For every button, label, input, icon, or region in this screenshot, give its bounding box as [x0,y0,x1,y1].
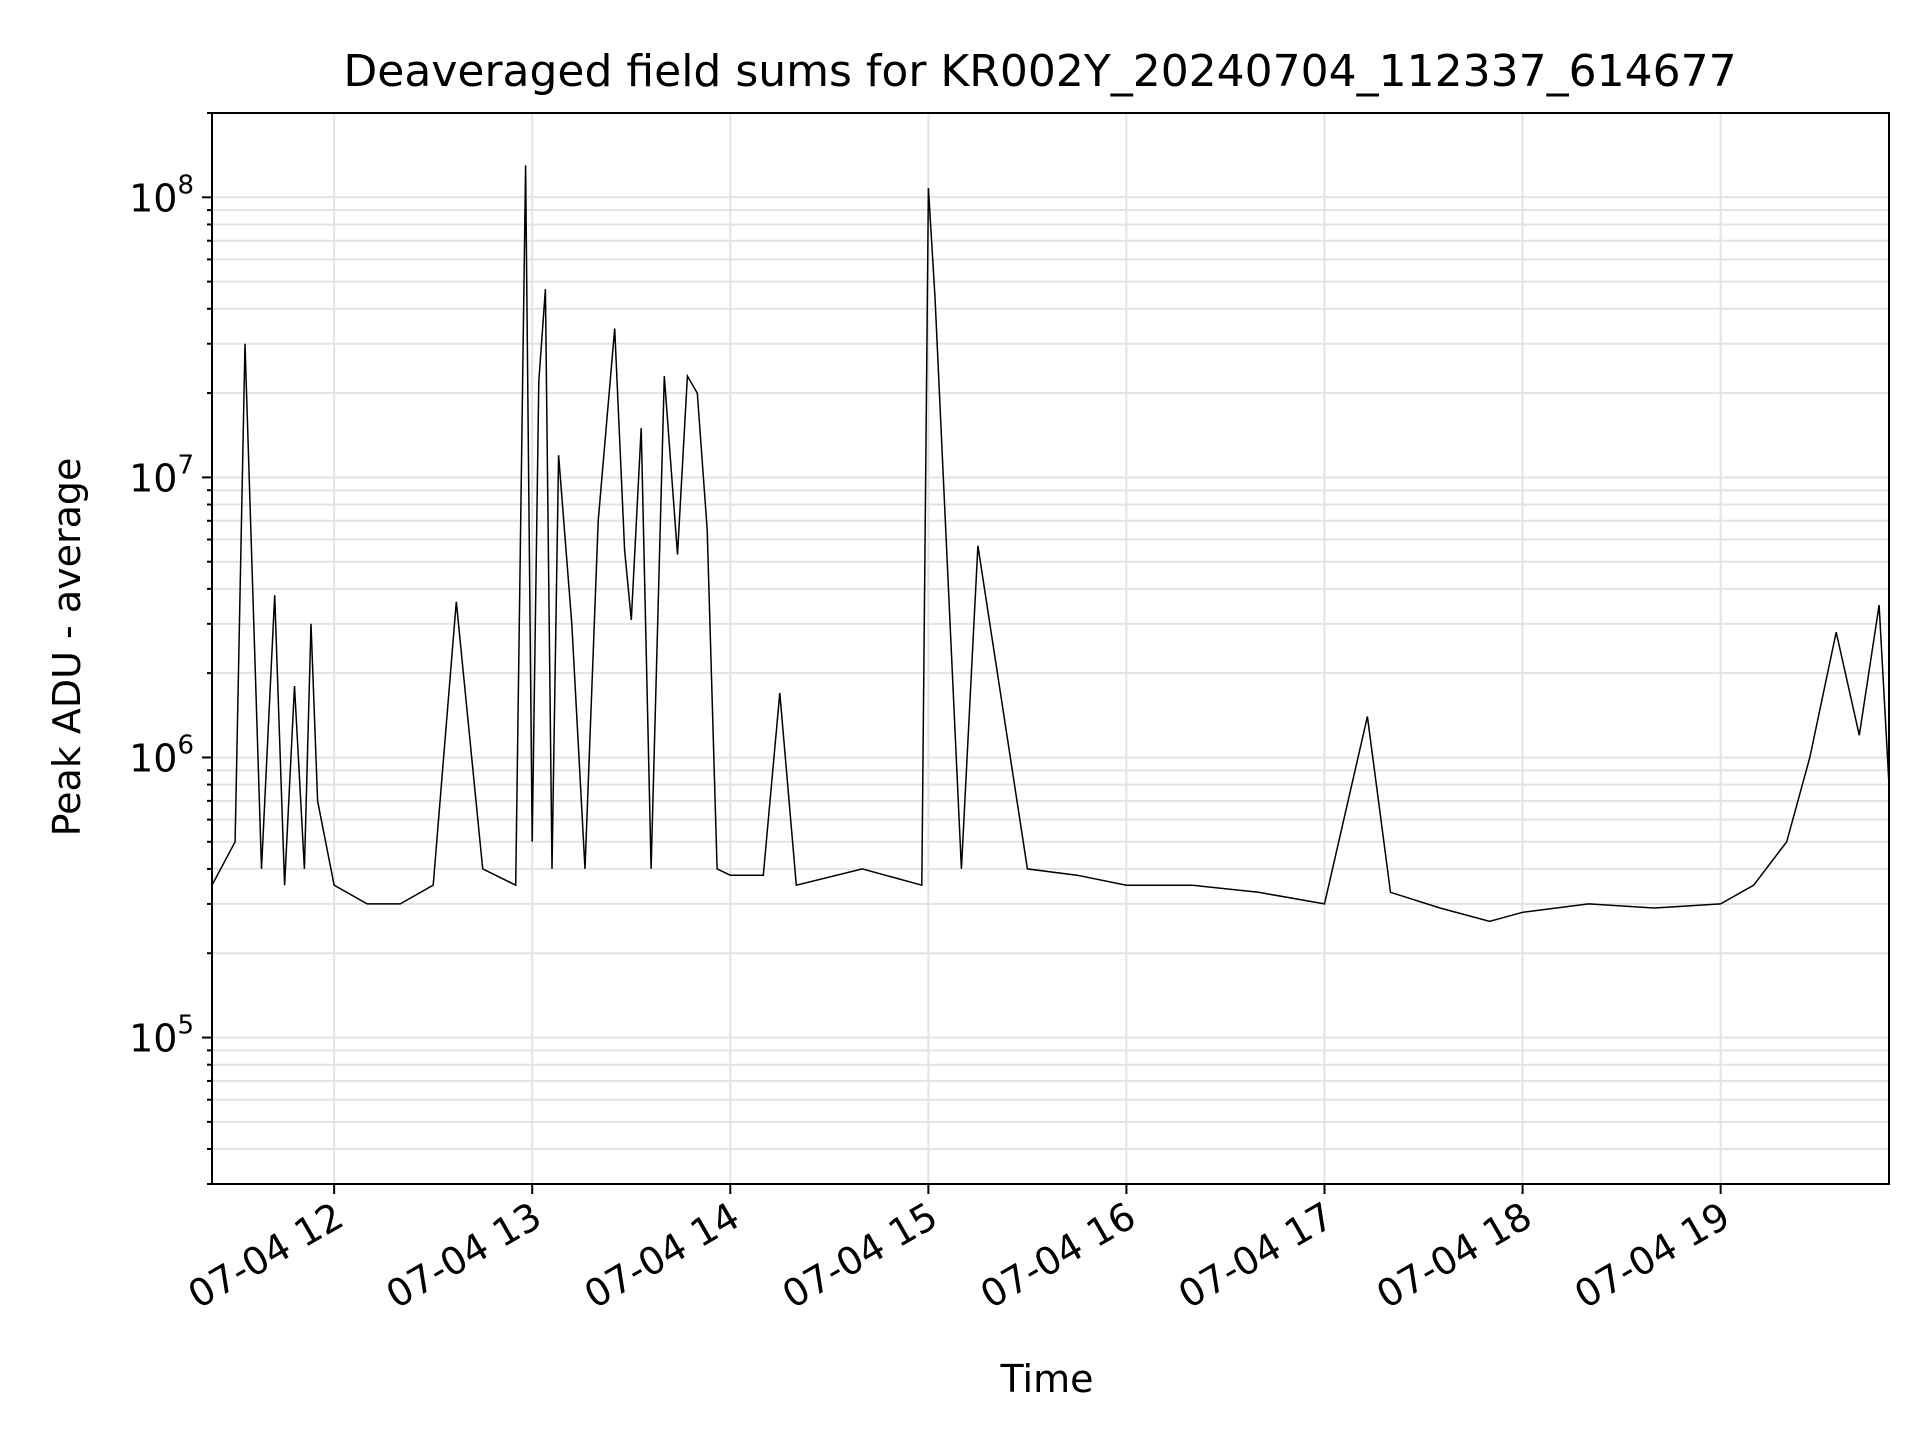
y-tick-base: 10 [129,456,177,500]
y-tick-exponent: 6 [177,730,194,760]
y-tick-label: 108 [129,170,194,220]
plot-frame [211,112,1890,1185]
y-tick-label: 106 [129,730,194,780]
y-axis-label: Peak ADU - average [45,458,89,837]
y-tick-base: 10 [129,176,177,220]
y-tick-exponent: 7 [177,450,194,480]
y-tick-exponent: 8 [177,170,194,200]
chart-title: Deaveraged field sums for KR002Y_2024070… [343,46,1736,97]
y-tick-label: 105 [129,1011,194,1061]
y-tick-base: 10 [129,736,177,780]
y-tick-base: 10 [129,1017,177,1061]
data-line-layer [211,165,1890,923]
x-axis-label: Time [1000,1357,1094,1401]
data-line [211,165,1890,923]
y-tick-label: 107 [129,450,194,500]
y-tick-exponent: 5 [177,1011,194,1041]
